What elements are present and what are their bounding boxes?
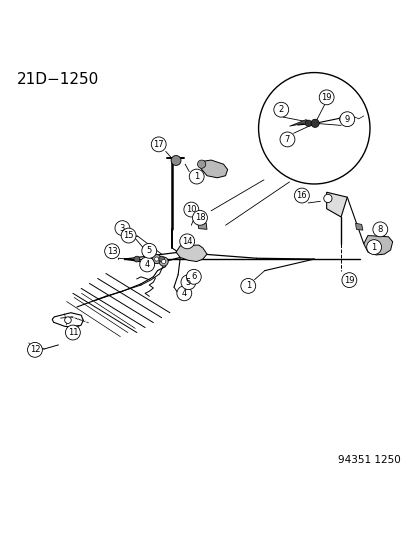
Circle shape	[176, 286, 191, 301]
Circle shape	[27, 342, 42, 357]
Circle shape	[240, 278, 255, 293]
Text: 21D−1250: 21D−1250	[17, 72, 99, 87]
Text: 13: 13	[107, 247, 117, 256]
Text: 1: 1	[194, 172, 199, 181]
Circle shape	[161, 260, 165, 264]
Text: 18: 18	[194, 213, 205, 222]
Circle shape	[142, 244, 156, 259]
Text: 1: 1	[245, 281, 250, 290]
Circle shape	[279, 132, 294, 147]
Text: 15: 15	[123, 231, 133, 240]
Text: 11: 11	[67, 328, 78, 337]
Text: 6: 6	[191, 272, 196, 281]
Circle shape	[323, 195, 331, 203]
Circle shape	[294, 188, 309, 203]
Polygon shape	[29, 344, 38, 353]
Circle shape	[121, 228, 136, 243]
Circle shape	[151, 137, 166, 152]
Text: 8: 8	[377, 225, 382, 234]
Circle shape	[183, 202, 198, 217]
Circle shape	[144, 256, 150, 262]
Polygon shape	[176, 245, 206, 262]
Circle shape	[258, 72, 369, 184]
Circle shape	[318, 90, 333, 105]
Circle shape	[152, 255, 161, 264]
Circle shape	[115, 221, 130, 236]
Text: 14: 14	[181, 237, 192, 246]
Circle shape	[366, 240, 381, 255]
Polygon shape	[197, 222, 206, 229]
Circle shape	[140, 257, 154, 272]
Circle shape	[372, 222, 387, 237]
Circle shape	[341, 273, 356, 287]
Polygon shape	[355, 223, 362, 230]
Circle shape	[339, 112, 354, 127]
Circle shape	[171, 156, 180, 165]
Circle shape	[134, 256, 140, 262]
Circle shape	[64, 317, 71, 324]
Text: 2: 2	[278, 105, 283, 114]
Circle shape	[154, 257, 158, 261]
Circle shape	[339, 115, 346, 123]
Circle shape	[273, 102, 288, 117]
Circle shape	[197, 160, 205, 168]
Text: 16: 16	[296, 191, 306, 200]
Circle shape	[159, 257, 168, 266]
Polygon shape	[200, 160, 227, 178]
Text: 5: 5	[185, 278, 190, 287]
Circle shape	[104, 244, 119, 259]
Text: 12: 12	[30, 345, 40, 354]
Circle shape	[189, 169, 204, 184]
Text: 19: 19	[343, 276, 354, 285]
Circle shape	[145, 252, 154, 261]
Text: 5: 5	[146, 246, 152, 255]
Circle shape	[180, 274, 195, 289]
Polygon shape	[363, 236, 392, 255]
Circle shape	[310, 119, 318, 127]
Circle shape	[304, 120, 311, 127]
Circle shape	[158, 256, 164, 262]
Text: 17: 17	[153, 140, 164, 149]
Text: 1: 1	[370, 243, 376, 252]
Circle shape	[147, 255, 152, 259]
Circle shape	[65, 325, 80, 340]
Text: 19: 19	[320, 93, 331, 102]
Text: 4: 4	[144, 260, 150, 269]
Text: 4: 4	[181, 289, 187, 298]
Text: 94351 1250: 94351 1250	[337, 455, 400, 465]
Polygon shape	[326, 192, 347, 217]
Circle shape	[179, 234, 194, 249]
Polygon shape	[289, 119, 311, 126]
Text: 10: 10	[185, 205, 196, 214]
Circle shape	[186, 269, 201, 284]
Text: 7: 7	[284, 135, 290, 144]
Text: 3: 3	[119, 224, 125, 232]
Text: 9: 9	[344, 115, 349, 124]
Circle shape	[192, 211, 207, 225]
